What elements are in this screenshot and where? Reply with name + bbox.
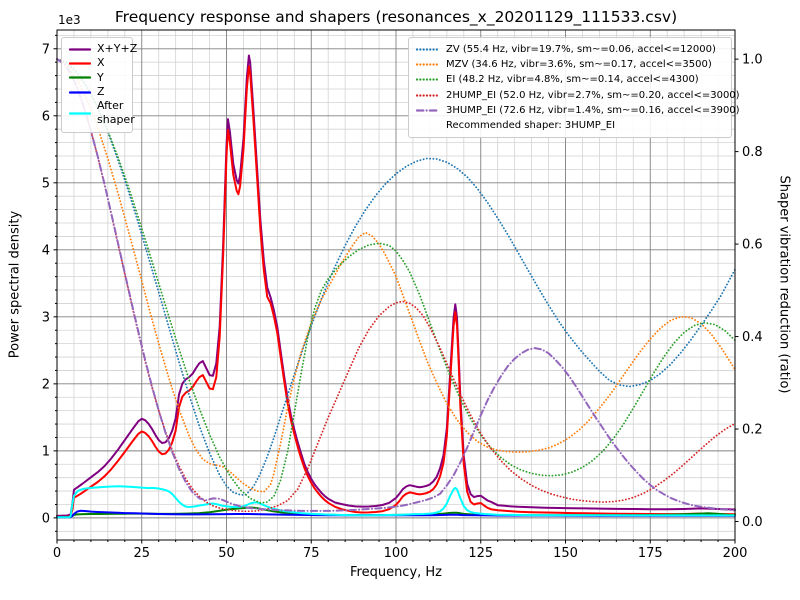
legend-entry-label: 3HUMP_EI (72.6 Hz, vibr=1.4%, sm~=0.16, …	[446, 104, 740, 116]
legend-line-swatch	[69, 76, 91, 79]
x-tick-label: 125	[468, 546, 493, 561]
y-right-tick-label: 0.6	[742, 238, 763, 253]
x-axis-label: Frequency, Hz	[349, 565, 443, 580]
legend-entry-label: 2HUMP_EI (52.0 Hz, vibr=2.7%, sm~=0.20, …	[446, 89, 740, 101]
x-tick-label: 75	[303, 546, 320, 561]
y-right-tick-label: 0.2	[742, 423, 763, 438]
legend-entry-label: Z	[97, 84, 105, 98]
legend-entry-zv: ZV (55.4 Hz, vibr=19.7%, sm~=0.06, accel…	[416, 42, 724, 57]
y-right-tick-label: 0.0	[742, 515, 763, 530]
y-axis-offset-text: 1e3	[58, 13, 81, 27]
legend-entry-2hump-ei: 2HUMP_EI (52.0 Hz, vibr=2.7%, sm~=0.20, …	[416, 88, 740, 103]
y-left-tick-label: 5	[42, 176, 50, 191]
y-left-tick-label: 2	[42, 377, 50, 392]
y-right-tick-label: 1.0	[742, 53, 763, 68]
x-tick-label: 50	[218, 546, 235, 561]
legend-entry-label: MZV (34.6 Hz, vibr=3.6%, sm~=0.17, accel…	[446, 59, 712, 71]
legend-entry-mzv: MZV (34.6 Hz, vibr=3.6%, sm~=0.17, accel…	[416, 57, 724, 72]
series-group	[56, 54, 736, 519]
legend-line-swatch	[416, 109, 440, 112]
legend-line-swatch	[416, 63, 440, 66]
legend-entry-x-y-z: X+Y+Z	[69, 42, 137, 56]
legend-psd: X+Y+Z X Y Z After shaper	[61, 37, 137, 133]
y-left-tick-label: 4	[42, 243, 50, 258]
x-tick-label: 100	[384, 546, 409, 561]
x-tick-label: 200	[723, 546, 748, 561]
legend-line-swatch	[69, 62, 91, 65]
legend-entry-z: Z	[69, 85, 125, 99]
legend-entry-label: After shaper	[97, 99, 135, 127]
legend-entry-label: X	[97, 56, 105, 70]
chart-title: Frequency response and shapers (resonanc…	[114, 8, 678, 26]
legend-entry-label: EI (48.2 Hz, vibr=4.8%, sm~=0.14, accel<…	[446, 74, 699, 86]
y-right-tick-label: 0.4	[742, 330, 763, 345]
legend-entry-3hump-ei: 3HUMP_EI (72.6 Hz, vibr=1.4%, sm~=0.16, …	[416, 103, 740, 118]
legend-line-swatch	[69, 48, 91, 51]
series-psd-x-y-z	[56, 54, 736, 517]
x-tick-label: 175	[638, 546, 663, 561]
y-left-tick-label: 1	[42, 444, 50, 459]
x-tick-label: 0	[53, 546, 61, 561]
legend-shapers: ZV (55.4 Hz, vibr=19.7%, sm~=0.06, accel…	[408, 37, 740, 139]
legend-line-swatch	[416, 48, 440, 51]
legend-entry-label: ZV (55.4 Hz, vibr=19.7%, sm~=0.06, accel…	[446, 44, 716, 55]
legend-entry-ei: EI (48.2 Hz, vibr=4.8%, sm~=0.14, accel<…	[416, 72, 724, 87]
y-axis-right-label: Shaper vibration reduction (ratio)	[776, 175, 792, 394]
y-left-tick-label: 6	[42, 109, 50, 124]
y-axis-left-label: Power spectral density	[7, 210, 23, 359]
series-shaper-ei	[56, 58, 736, 504]
series-psd-after-shaper	[56, 485, 736, 519]
series-shaper-zv	[56, 58, 736, 496]
legend-entry-y: Y	[69, 71, 125, 85]
recommended-shaper-note: Recommended shaper: 3HUMP_EI	[446, 119, 616, 131]
legend-line-swatch	[416, 94, 440, 97]
x-tick-label: 150	[553, 546, 578, 561]
series-shaper-mzv	[56, 58, 736, 493]
x-tick-label: 25	[133, 546, 150, 561]
tick-labels: 0 25 50 75 100 125 150 175 200 0 1 2 3 4 5 6 7 0.0 0.2 0.4 0…	[42, 42, 763, 561]
y-left-tick-label: 0	[42, 511, 50, 526]
series-shaper-3hump-ei	[56, 58, 736, 512]
legend-line-swatch	[416, 78, 440, 82]
series-psd-z	[56, 509, 736, 519]
legend-line-swatch	[69, 90, 91, 94]
legend-line-swatch	[69, 112, 91, 115]
tick-marks	[53, 34, 739, 544]
legend-entry-x: X	[69, 56, 125, 70]
legend-entry-label: Y	[97, 70, 104, 84]
y-left-tick-label: 3	[42, 310, 50, 325]
legend-entry-after-shaper: After shaper	[69, 99, 135, 128]
y-right-tick-label: 0.8	[742, 145, 763, 160]
legend-entry-label: X+Y+Z	[97, 42, 138, 55]
y-left-tick-label: 7	[42, 42, 50, 57]
